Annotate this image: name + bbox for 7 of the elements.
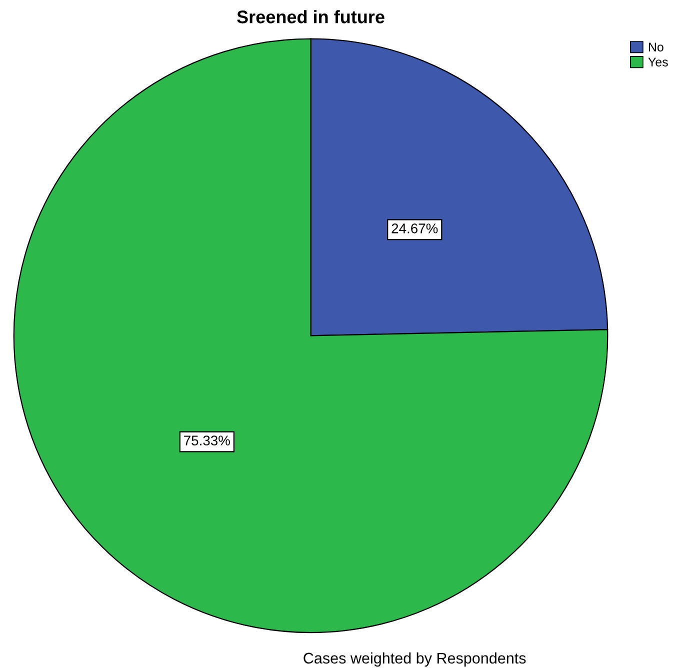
pie-slice — [13, 38, 608, 634]
data-label: 24.67% — [392, 224, 438, 234]
legend-label: Yes — [648, 58, 668, 66]
text: Cases weighted by Respondents — [304, 652, 526, 667]
data-label: 75.33% — [184, 436, 230, 446]
chart-title: Sreened in future — [237, 10, 384, 24]
legend-label: No — [648, 42, 664, 52]
